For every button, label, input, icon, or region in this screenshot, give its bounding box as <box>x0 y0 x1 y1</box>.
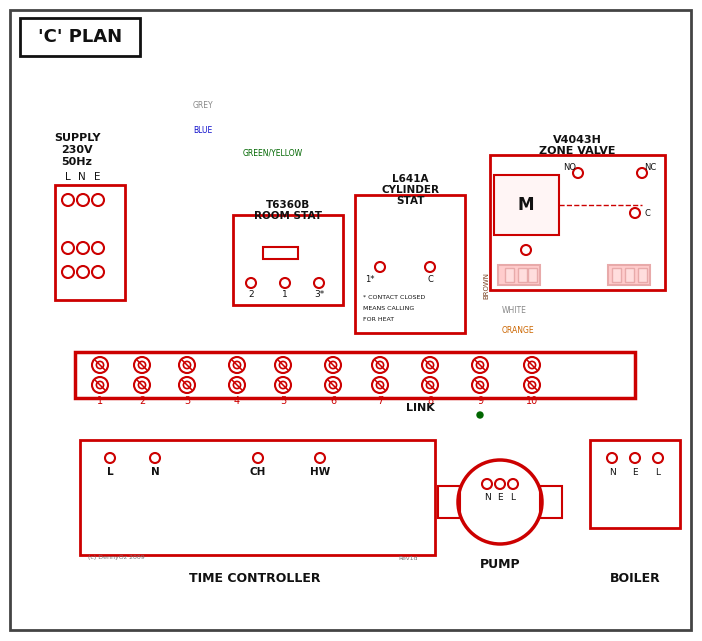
Text: LINK: LINK <box>406 403 435 413</box>
Text: 3: 3 <box>184 396 190 406</box>
Circle shape <box>477 412 483 418</box>
Text: CYLINDER: CYLINDER <box>381 185 439 195</box>
Text: 8: 8 <box>427 396 433 406</box>
Bar <box>608 265 650 285</box>
Text: FOR HEAT: FOR HEAT <box>363 317 394 322</box>
Text: E: E <box>633 467 638 476</box>
Text: STAT: STAT <box>396 196 424 206</box>
Text: T6360B: T6360B <box>266 200 310 210</box>
Text: GREEN/YELLOW: GREEN/YELLOW <box>243 149 303 158</box>
Text: BOILER: BOILER <box>609 572 661 585</box>
Bar <box>505 268 514 282</box>
Bar <box>263 247 298 259</box>
Text: 1: 1 <box>282 290 288 299</box>
Text: C: C <box>644 208 650 217</box>
Bar <box>355 195 465 333</box>
Text: HW: HW <box>310 467 330 477</box>
Text: 230V: 230V <box>61 145 93 155</box>
Text: C: C <box>427 274 433 283</box>
Text: N: N <box>609 467 616 476</box>
Bar <box>80 440 435 555</box>
Text: 3*: 3* <box>314 290 324 299</box>
Text: PUMP: PUMP <box>479 558 520 570</box>
Bar <box>438 486 460 518</box>
Text: N: N <box>151 467 159 477</box>
Text: ZONE VALVE: ZONE VALVE <box>538 146 615 156</box>
Text: 5: 5 <box>280 396 286 406</box>
Bar <box>518 268 527 282</box>
Text: (c) DennyOz 2009: (c) DennyOz 2009 <box>88 556 145 560</box>
Text: SUPPLY: SUPPLY <box>54 133 100 143</box>
Bar <box>55 185 125 300</box>
Text: MEANS CALLING: MEANS CALLING <box>363 306 414 310</box>
Text: 6: 6 <box>330 396 336 406</box>
Text: 50Hz: 50Hz <box>62 157 93 167</box>
Text: BLUE: BLUE <box>193 126 212 135</box>
Text: 2: 2 <box>249 290 254 299</box>
Text: L: L <box>65 172 71 182</box>
Text: 4: 4 <box>234 396 240 406</box>
Text: V4043H: V4043H <box>552 135 602 145</box>
Text: 7: 7 <box>377 396 383 406</box>
Text: NC: NC <box>644 163 656 172</box>
Text: * CONTACT CLOSED: * CONTACT CLOSED <box>363 294 425 299</box>
Text: L641A: L641A <box>392 174 428 184</box>
Text: NO: NO <box>564 163 576 172</box>
Bar <box>75 352 635 398</box>
Text: 1*: 1* <box>365 274 375 283</box>
Text: Rev1d: Rev1d <box>398 556 418 560</box>
Bar <box>494 175 559 235</box>
Text: WHITE: WHITE <box>502 306 527 315</box>
Bar <box>528 268 537 282</box>
Text: 9: 9 <box>477 396 483 406</box>
Text: 1: 1 <box>97 396 103 406</box>
Bar <box>625 268 634 282</box>
Bar <box>233 215 343 305</box>
Text: 2: 2 <box>139 396 145 406</box>
Text: L: L <box>656 467 661 476</box>
Text: 10: 10 <box>526 396 538 406</box>
Bar <box>590 440 680 528</box>
Bar <box>20 18 140 56</box>
Text: N: N <box>78 172 86 182</box>
Text: TIME CONTROLLER: TIME CONTROLLER <box>190 572 321 585</box>
Text: L: L <box>107 467 113 477</box>
Text: M: M <box>518 196 534 214</box>
Text: ORANGE: ORANGE <box>502 326 535 335</box>
Bar <box>490 155 665 290</box>
Text: E: E <box>94 172 100 182</box>
Bar <box>612 268 621 282</box>
Bar <box>540 486 562 518</box>
Text: 'C' PLAN: 'C' PLAN <box>38 28 122 46</box>
Text: GREY: GREY <box>193 101 213 110</box>
Text: ROOM STAT: ROOM STAT <box>254 211 322 221</box>
Text: BROWN: BROWN <box>483 272 489 299</box>
Text: N: N <box>484 492 491 501</box>
Text: L: L <box>510 492 515 501</box>
Text: E: E <box>497 492 503 501</box>
Bar <box>498 265 540 285</box>
Text: CH: CH <box>250 467 266 477</box>
Bar <box>638 268 647 282</box>
